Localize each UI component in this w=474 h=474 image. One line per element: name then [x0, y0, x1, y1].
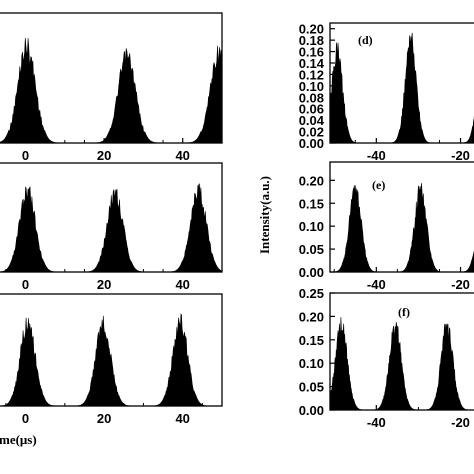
x-tick-label: -20 [451, 148, 470, 163]
pulse-group [330, 317, 469, 410]
x-tick-label: 40 [175, 277, 189, 292]
x-tick-label: 20 [97, 277, 111, 292]
pulse-group [0, 183, 222, 272]
pulse-group [0, 313, 208, 406]
x-tick-label: 20 [97, 411, 111, 426]
y-tick-label: 0.10 [299, 356, 324, 371]
y-tick-label: 0.05 [299, 380, 324, 395]
chart-panel-e: -40 -20 0.00 0.05 0.10 0.15 0.20 (e) [299, 161, 474, 292]
pulse-peak [86, 188, 144, 272]
y-tick-label: 0.15 [299, 196, 324, 211]
y-axis-title: Intensity(a.u.) [257, 176, 272, 254]
pulse-group [330, 32, 474, 143]
plot-frame [0, 12, 223, 144]
pulse-group [0, 37, 222, 143]
x-tick-label: 20 [97, 148, 111, 163]
x-tick-label: 0 [22, 148, 29, 163]
pulse-peak [462, 250, 474, 272]
y-tick-label: 0.12 [299, 67, 324, 82]
pulse-peak [169, 183, 222, 272]
pulse-peak [0, 317, 55, 406]
plot-frame [329, 161, 474, 273]
chart-panel-d: -40 -200.000.020.040.060.080.100.120.140.… [299, 22, 474, 163]
x-tick-label: -40 [367, 148, 386, 163]
y-tick-label: 0.00 [299, 403, 324, 418]
y-tick-label: 0.04 [299, 113, 325, 128]
x-axis-title: me(μs) [0, 432, 37, 447]
chart-panels: 0 20 400 20 400 20 40-40 -200.000.020.040.060.0… [0, 12, 474, 430]
y-tick-label: 0.02 [299, 125, 324, 140]
x-tick-label: 40 [175, 411, 189, 426]
y-tick-label: 0.00 [299, 265, 324, 280]
x-tick-label: 40 [175, 148, 189, 163]
y-tick-label: 0.14 [299, 56, 325, 71]
y-tick-label: 0.25 [299, 286, 324, 301]
y-tick-label: 0.10 [299, 219, 324, 234]
chart-panel-c: 0 20 40 [0, 293, 223, 426]
pulse-peak [330, 42, 358, 143]
pulse-peak [425, 323, 469, 410]
y-tick-label: 0.20 [299, 309, 324, 324]
pulse-peak [153, 313, 208, 406]
panel-label: (e) [372, 178, 385, 192]
pulse-peak [463, 115, 474, 143]
pulse-peak [0, 186, 57, 272]
x-tick-label: 0 [22, 277, 29, 292]
chart-panel-b: 0 20 40 [0, 162, 223, 292]
y-tick-label: 0.08 [299, 90, 324, 105]
plot-frame [0, 162, 223, 273]
y-tick-label: 0.18 [299, 33, 324, 48]
pulse-peak [95, 48, 159, 143]
pulse-peak [399, 183, 442, 272]
panel-label: (f) [398, 305, 410, 319]
x-tick-label: -20 [451, 277, 470, 292]
pulse-peak [187, 45, 222, 143]
pulse-peak [0, 37, 59, 143]
y-tick-label: 0.06 [299, 102, 324, 117]
plot-frame [0, 293, 223, 407]
x-tick-label: -40 [367, 277, 386, 292]
y-tick-label: 0.20 [299, 173, 324, 188]
pulse-peak [330, 317, 363, 410]
y-tick-label: 0.20 [299, 22, 324, 37]
y-tick-label: 0.10 [299, 79, 324, 94]
pulse-peak [390, 32, 431, 143]
chart-panel-a: 0 20 40 [0, 12, 223, 163]
pulse-peak [76, 315, 131, 406]
x-tick-label: 0 [22, 411, 29, 426]
x-tick-label: -20 [451, 415, 470, 430]
y-tick-label: 0.15 [299, 333, 324, 348]
chart-panel-f: -40 -20 0.00 0.05 0.10 0.15 0.20 0.25 (f) [299, 286, 474, 430]
y-tick-label: 0.16 [299, 45, 324, 60]
x-tick-label: -40 [367, 415, 386, 430]
pulse-group [333, 183, 474, 272]
y-tick-label: 0.00 [299, 136, 324, 151]
pulse-peak [333, 185, 377, 272]
panel-label: (d) [358, 33, 373, 47]
plot-frame [329, 292, 474, 411]
pulse-peak [373, 322, 417, 410]
y-tick-label: 0.05 [299, 242, 324, 257]
plot-frame [329, 22, 474, 144]
